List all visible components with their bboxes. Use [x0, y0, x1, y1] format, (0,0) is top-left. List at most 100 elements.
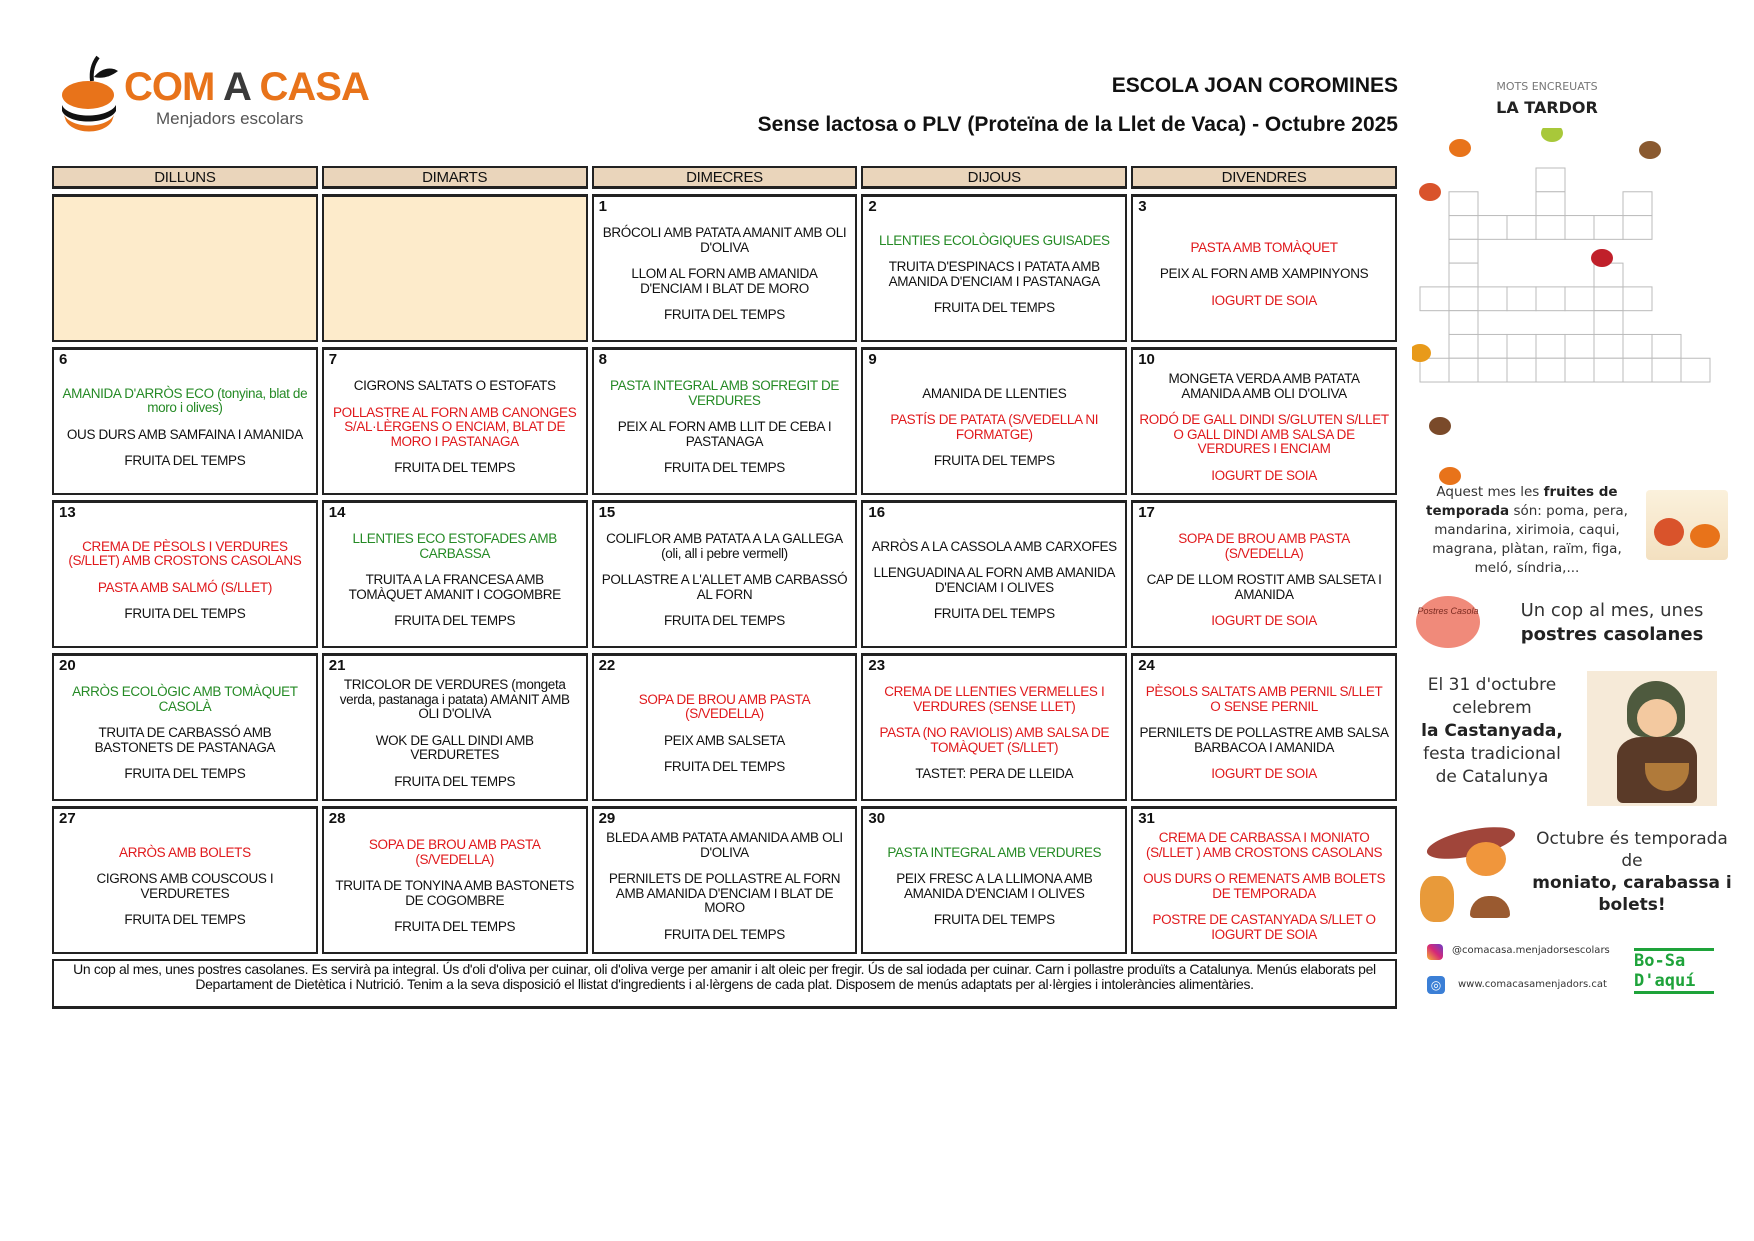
- crossword-square: [1448, 357, 1479, 383]
- autumn-food-icon: [1412, 344, 1431, 362]
- dish: PASTÍS DE PATATA (S/VEDELLA NI FORMATGE): [890, 412, 1099, 442]
- dish: OUS DURS O REMENATS AMB BOLETS DE TEMPOR…: [1143, 871, 1386, 901]
- dish: FRUITA DEL TEMPS: [933, 912, 1055, 927]
- dish: ARRÒS ECOLÒGIC AMB TOMÀQUET CASOLÀ: [72, 684, 298, 714]
- crossword-square: [1448, 238, 1479, 264]
- autumn-food-icon: [1449, 139, 1471, 157]
- day-cell-6: 6 AMANIDA D'ARRÒS ECO (tonyina, blat de m…: [52, 347, 318, 495]
- day-cell-3: 3 PASTA AMB TOMÀQUET PEIX AL FORN AMB XAMP…: [1131, 194, 1397, 342]
- day-cell-30: 30 PASTA INTEGRAL AMB VERDURES PEIX FRESC …: [861, 806, 1128, 954]
- crossword-square: [1506, 357, 1537, 383]
- weekday-header-row: DILLUNS DIMARTS DIMECRES DIJOUS DIVENDRES: [52, 166, 1397, 189]
- dish: BLEDA AMB PATATA AMANIDA AMB OLI D'OLIVA: [606, 830, 843, 860]
- dish: IOGURT DE SOIA: [1211, 292, 1317, 308]
- castanyera-illustration: [1587, 671, 1717, 806]
- dish: FRUITA DEL TEMPS: [664, 926, 785, 942]
- day-cell-24: 24 PÈSOLS SALTATS AMB PERNIL S/LLET O SEN…: [1131, 653, 1397, 801]
- crossword-square: [1564, 286, 1595, 312]
- weekday-dijous: DIJOUS: [861, 166, 1128, 189]
- dish: FRUITA DEL TEMPS: [664, 460, 785, 476]
- day-number: 13: [59, 504, 76, 521]
- day-number: 29: [598, 810, 616, 827]
- day-number: 30: [868, 810, 886, 827]
- calendar-days: 1 BRÓCOLI AMB PATATA AMANIT AMB OLI D'OLI…: [52, 194, 1397, 954]
- fruit-logo-icon: [62, 55, 118, 132]
- crossword-square: [1651, 333, 1682, 359]
- dish: POLLASTRE AL FORN AMB CANONGES S/AL·LÈRG…: [333, 404, 577, 449]
- day-cell-13: 13 CREMA DE PÈSOLS I VERDURES (S/LLET) AM…: [52, 500, 318, 648]
- day-cell-21: 21 TRICOLOR DE VERDURES (mongeta verda, p…: [321, 653, 588, 801]
- dish: FRUITA DEL TEMPS: [664, 759, 785, 774]
- dish: MONGETA VERDA AMB PATATA AMANIDA AMB OLI…: [1168, 371, 1360, 401]
- empty-day-cell: [52, 194, 318, 342]
- dish: ARRÒS AMB BOLETS: [119, 844, 251, 860]
- autumn-food-icon: [1439, 467, 1461, 485]
- logo-tagline: Menjadors escolars: [156, 109, 304, 128]
- bosa-daqui-logo: Bo-Sa D'aquí: [1634, 948, 1714, 994]
- dish: PEIX AL FORN AMB LLIT DE CEBA I PASTANAG…: [617, 419, 832, 449]
- crossword-square: [1448, 333, 1479, 359]
- castanyada-text: El 31 d'octubre celebrem la Castanyada, fe…: [1421, 675, 1563, 787]
- dish: FRUITA DEL TEMPS: [394, 460, 516, 476]
- dish: PASTA AMB SALMÓ (S/LLET): [97, 579, 273, 595]
- dish: CIGRONS AMB COUSCOUS I VERDURETES: [96, 871, 274, 901]
- weekday-divendres: DIVENDRES: [1131, 166, 1397, 189]
- autumn-food-icon: [1429, 417, 1451, 435]
- dish: AMANIDA D'ARRÒS ECO (tonyina, blat de mo…: [62, 385, 308, 415]
- moniato-illustration: [1424, 820, 1546, 876]
- instagram-handle[interactable]: @comacasa.menjadorsescolars: [1452, 945, 1610, 956]
- dish: LLOM AL FORN AMB AMANIDA D'ENCIAM I BLAT…: [631, 266, 818, 296]
- day-cell-2: 2 LLENTIES ECOLÒGIQUES GUISADES TRUITA D'E…: [861, 194, 1128, 342]
- day-number: 20: [59, 657, 76, 674]
- crossword-square: [1535, 286, 1566, 312]
- dish: PERNILETS DE POLLASTRE AL FORN AMB AMANI…: [608, 871, 841, 915]
- dish: SOPA DE BROU AMB PASTA (S/VEDELLA): [368, 837, 541, 867]
- dish: IOGURT DE SOIA: [1211, 613, 1317, 629]
- crossword-square: [1419, 286, 1450, 312]
- dish: PERNILETS DE POLLASTRE AMB SALSA BARBACO…: [1139, 725, 1390, 755]
- day-number: 3: [1138, 198, 1147, 215]
- day-cell-27: 27 ARRÒS AMB BOLETS CIGRONS AMB COUSCOUS I…: [52, 806, 318, 954]
- school-title: ESCOLA JOAN COROMINES: [1111, 74, 1398, 97]
- dish: LLENGUADINA AL FORN AMB AMANIDA D'ENCIAM…: [873, 565, 1116, 595]
- dish: LLENTIES ECO ESTOFADES AMB CARBASSA: [352, 531, 557, 561]
- crossword-square: [1593, 262, 1624, 288]
- day-number: 28: [328, 810, 346, 827]
- website-link[interactable]: www.comacasamenjadors.cat: [1458, 979, 1607, 990]
- globe-icon[interactable]: ◎: [1427, 976, 1445, 994]
- crossword-kicker: MOTS ENCREUATS: [1496, 80, 1598, 93]
- crossword-puzzle: [1412, 128, 1711, 485]
- day-cell-17: 17 SOPA DE BROU AMB PASTA (S/VEDELLA) CAP …: [1131, 500, 1397, 648]
- crossword-square: [1535, 191, 1566, 217]
- day-number: 24: [1138, 657, 1155, 674]
- dish: COLIFLOR AMB PATATA A LA GALLEGA (oli, a…: [606, 531, 843, 561]
- dish: TRUITA A LA FRANCESA AMB TOMÀQUET AMANIT…: [348, 572, 562, 602]
- crossword-square: [1593, 286, 1624, 312]
- dish: FRUITA DEL TEMPS: [124, 766, 246, 782]
- brand-a: A: [214, 65, 260, 109]
- postres-line2: postres casolanes: [1520, 624, 1704, 645]
- day-number: 2: [868, 198, 877, 215]
- dish: IOGURT DE SOIA: [1211, 467, 1317, 483]
- crossword-square: [1564, 357, 1595, 383]
- crossword-square: [1680, 357, 1711, 383]
- dish: FRUITA DEL TEMPS: [124, 912, 246, 927]
- dish: CREMA DE CARBASSA I MONIATO (S/LLET ) AM…: [1145, 830, 1383, 860]
- crossword-square: [1622, 286, 1653, 312]
- dish: TASTET: PERA DE LLEIDA: [915, 766, 1074, 782]
- crossword-square: [1477, 333, 1508, 359]
- day-number: 22: [598, 657, 616, 674]
- day-number: 8: [598, 351, 607, 368]
- crossword-square: [1535, 333, 1566, 359]
- autumn-food-icon: [1419, 183, 1441, 201]
- postres-casola-badge: Postres Casola: [1416, 596, 1480, 648]
- dish: PASTA AMB TOMÀQUET: [1190, 239, 1338, 255]
- dish: LLENTIES ECOLÒGIQUES GUISADES: [878, 232, 1110, 248]
- instagram-icon[interactable]: [1427, 944, 1443, 960]
- dish: PEIX FRESC A LA LLIMONA AMB AMANIDA D'EN…: [896, 871, 1093, 901]
- crossword-square: [1448, 262, 1479, 288]
- bolet-illustration: [1470, 896, 1510, 918]
- crossword-square: [1535, 167, 1566, 193]
- dish: FRUITA DEL TEMPS: [933, 606, 1055, 621]
- day-cell-10: 10 MONGETA VERDA AMB PATATA AMANIDA AMB O…: [1131, 347, 1397, 495]
